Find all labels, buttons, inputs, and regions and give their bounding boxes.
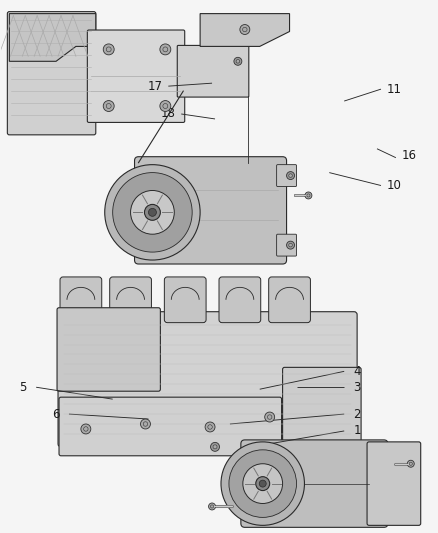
Circle shape bbox=[213, 445, 217, 449]
Circle shape bbox=[106, 47, 111, 52]
Circle shape bbox=[265, 412, 275, 422]
FancyBboxPatch shape bbox=[7, 12, 96, 135]
FancyBboxPatch shape bbox=[277, 165, 297, 187]
Circle shape bbox=[141, 419, 150, 429]
Circle shape bbox=[84, 427, 88, 431]
Circle shape bbox=[105, 165, 200, 260]
Circle shape bbox=[409, 462, 412, 465]
FancyBboxPatch shape bbox=[177, 45, 249, 97]
Circle shape bbox=[163, 47, 168, 52]
FancyBboxPatch shape bbox=[268, 277, 311, 322]
Text: 6: 6 bbox=[52, 408, 60, 421]
Circle shape bbox=[160, 44, 171, 55]
Circle shape bbox=[407, 461, 414, 467]
Text: 2: 2 bbox=[353, 408, 361, 421]
Circle shape bbox=[113, 173, 192, 252]
Polygon shape bbox=[200, 14, 290, 46]
FancyBboxPatch shape bbox=[60, 277, 102, 322]
Circle shape bbox=[208, 503, 215, 510]
FancyBboxPatch shape bbox=[241, 440, 388, 527]
FancyBboxPatch shape bbox=[87, 30, 185, 123]
Text: 1: 1 bbox=[353, 424, 361, 438]
Circle shape bbox=[145, 204, 160, 220]
FancyBboxPatch shape bbox=[134, 157, 286, 264]
Text: 5: 5 bbox=[20, 381, 27, 394]
FancyBboxPatch shape bbox=[277, 234, 297, 256]
FancyBboxPatch shape bbox=[57, 308, 160, 391]
FancyBboxPatch shape bbox=[110, 277, 152, 322]
Circle shape bbox=[148, 208, 156, 216]
Circle shape bbox=[229, 450, 297, 518]
Text: 16: 16 bbox=[401, 149, 416, 162]
Text: 18: 18 bbox=[161, 108, 176, 120]
Circle shape bbox=[211, 505, 214, 508]
Text: 17: 17 bbox=[148, 79, 163, 93]
Circle shape bbox=[289, 244, 292, 247]
Circle shape bbox=[205, 422, 215, 432]
Circle shape bbox=[208, 425, 212, 429]
Circle shape bbox=[243, 464, 283, 504]
Circle shape bbox=[236, 60, 240, 63]
Circle shape bbox=[234, 58, 242, 65]
Circle shape bbox=[221, 442, 304, 526]
Text: 10: 10 bbox=[386, 179, 401, 192]
Circle shape bbox=[268, 415, 272, 419]
Circle shape bbox=[163, 103, 168, 109]
Polygon shape bbox=[9, 14, 96, 61]
Circle shape bbox=[286, 172, 294, 180]
FancyBboxPatch shape bbox=[219, 277, 261, 322]
Circle shape bbox=[305, 192, 312, 199]
Text: 11: 11 bbox=[386, 83, 401, 95]
Circle shape bbox=[103, 101, 114, 111]
Circle shape bbox=[103, 44, 114, 55]
Circle shape bbox=[131, 190, 174, 234]
Circle shape bbox=[81, 424, 91, 434]
Text: 4: 4 bbox=[353, 365, 361, 378]
Circle shape bbox=[256, 477, 270, 490]
FancyBboxPatch shape bbox=[59, 397, 282, 456]
Circle shape bbox=[243, 27, 247, 32]
Text: 3: 3 bbox=[353, 381, 361, 394]
Circle shape bbox=[106, 103, 111, 109]
Circle shape bbox=[160, 101, 171, 111]
FancyBboxPatch shape bbox=[283, 367, 361, 451]
Circle shape bbox=[143, 422, 148, 426]
FancyBboxPatch shape bbox=[164, 277, 206, 322]
Circle shape bbox=[259, 480, 266, 487]
Circle shape bbox=[289, 174, 292, 177]
FancyBboxPatch shape bbox=[58, 312, 357, 447]
Circle shape bbox=[307, 194, 310, 197]
Circle shape bbox=[286, 241, 294, 249]
Circle shape bbox=[240, 25, 250, 35]
FancyBboxPatch shape bbox=[367, 442, 421, 526]
Circle shape bbox=[211, 442, 219, 451]
